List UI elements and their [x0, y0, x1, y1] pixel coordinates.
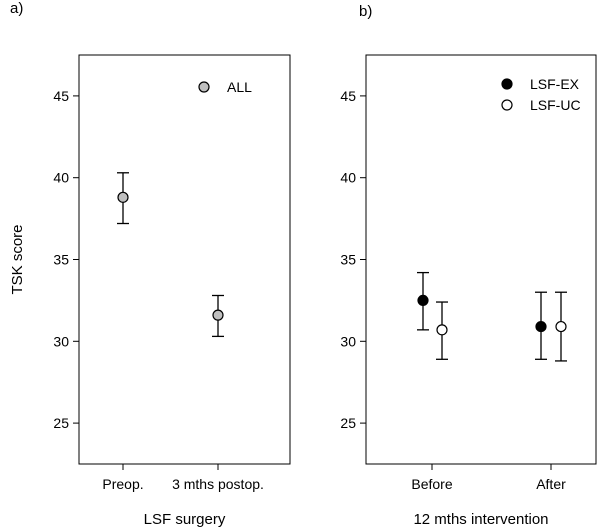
y-tick-label: 25: [53, 415, 69, 431]
y-tick-label: 30: [53, 333, 69, 349]
plot-frame: [365, 54, 597, 465]
x-tick-label: 3 mths postop.: [172, 476, 264, 492]
data-point: [417, 294, 429, 306]
x-tick-label: Preop.: [102, 476, 143, 492]
x-axis-title: LSF surgery: [144, 511, 226, 528]
x-tick-label: After: [536, 476, 566, 492]
y-tick-label: 35: [340, 252, 356, 268]
plot-frame: [78, 54, 291, 465]
legend-marker: [501, 99, 513, 111]
y-tick-label: 35: [53, 252, 69, 268]
legend-marker: [501, 78, 513, 90]
data-point: [117, 191, 129, 203]
data-point: [535, 320, 547, 333]
legend-marker: [198, 81, 210, 93]
y-tick-label: 45: [340, 88, 356, 104]
x-axis-title: 12 mths intervention: [413, 511, 548, 528]
data-point: [555, 320, 567, 333]
y-tick-label: 25: [340, 415, 356, 431]
data-point: [212, 309, 224, 321]
legend-label: ALL: [227, 79, 252, 95]
data-point: [436, 324, 448, 336]
y-tick-label: 40: [340, 170, 356, 186]
panel-label: a): [10, 0, 23, 17]
legend-label: LSF-UC: [530, 97, 581, 113]
y-tick-label: 30: [340, 333, 356, 349]
y-tick-label: 45: [53, 88, 69, 104]
x-tick-label: Before: [411, 476, 452, 492]
y-axis-title: TSK score: [9, 224, 26, 294]
panel-label: b): [359, 3, 372, 20]
y-tick-label: 40: [53, 170, 69, 186]
legend-label: LSF-EX: [530, 76, 580, 92]
